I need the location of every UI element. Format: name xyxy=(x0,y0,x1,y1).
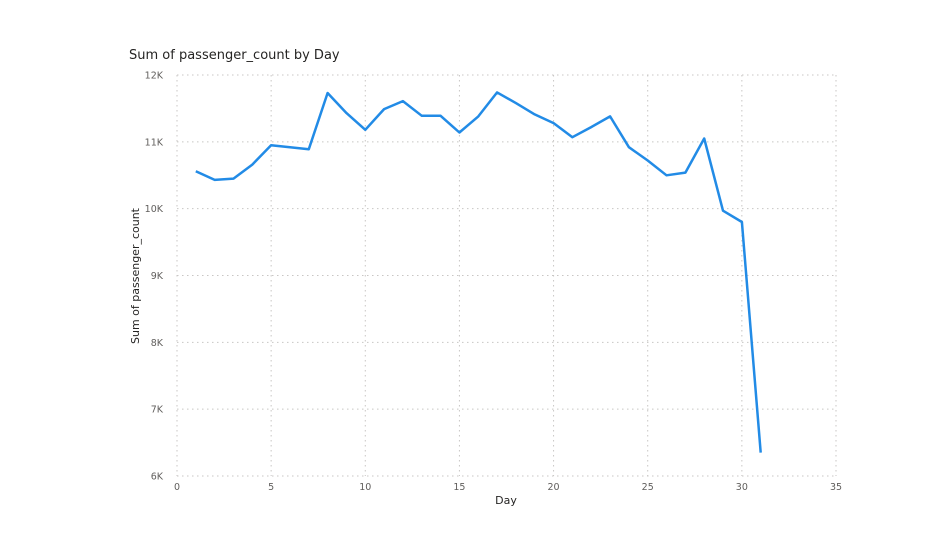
y-tick-label: 10K xyxy=(145,204,164,215)
data-point xyxy=(759,451,761,453)
data-point xyxy=(628,146,630,148)
data-point xyxy=(665,174,667,176)
data-point xyxy=(345,112,347,114)
data-point xyxy=(232,177,234,179)
data-point xyxy=(289,146,291,148)
data-point xyxy=(213,179,215,181)
data-point xyxy=(571,136,573,138)
x-tick-label: 25 xyxy=(642,482,654,493)
data-point xyxy=(647,159,649,161)
x-tick-label: 5 xyxy=(268,482,274,493)
data-point xyxy=(741,221,743,223)
data-point xyxy=(439,115,441,117)
data-point xyxy=(251,163,253,165)
series-lines xyxy=(195,91,762,453)
data-point xyxy=(364,129,366,131)
x-axis-title: Day xyxy=(495,494,517,507)
y-tick-label: 7K xyxy=(151,405,164,416)
data-point xyxy=(421,115,423,117)
y-tick-label: 9K xyxy=(151,271,164,282)
y-tick-label: 6K xyxy=(151,472,164,483)
data-point xyxy=(515,102,517,104)
data-point xyxy=(590,126,592,128)
x-tick-label: 20 xyxy=(548,482,560,493)
y-tick-label: 12K xyxy=(145,71,164,82)
data-point xyxy=(402,100,404,102)
data-point xyxy=(703,137,705,139)
data-point xyxy=(552,122,554,124)
data-point xyxy=(534,113,536,115)
data-point xyxy=(195,170,197,172)
data-point xyxy=(496,91,498,93)
y-tick-label: 8K xyxy=(151,338,164,349)
x-tick-label: 15 xyxy=(453,482,465,493)
y-tick-label: 11K xyxy=(145,137,164,148)
x-tick-label: 30 xyxy=(736,482,748,493)
series-line xyxy=(195,91,762,453)
x-tick-label: 0 xyxy=(174,482,180,493)
data-point xyxy=(722,209,724,211)
data-point xyxy=(458,131,460,133)
chart-title: Sum of passenger_count by Day xyxy=(129,48,340,63)
x-tick-label: 10 xyxy=(359,482,371,493)
data-point xyxy=(308,148,310,150)
x-tick-labels: 0 5 10 15 20 25 30 35 xyxy=(174,482,842,493)
data-point xyxy=(270,144,272,146)
data-point xyxy=(684,171,686,173)
y-gridlines xyxy=(177,74,836,477)
y-axis-title: Sum of passenger_count xyxy=(129,207,142,344)
data-point xyxy=(383,108,385,110)
data-point xyxy=(609,115,611,117)
data-point xyxy=(477,115,479,117)
y-tick-labels: 6K 7K 8K 9K 10K 11K 12K xyxy=(145,71,164,483)
x-tick-label: 35 xyxy=(830,482,842,493)
data-point xyxy=(326,92,328,94)
